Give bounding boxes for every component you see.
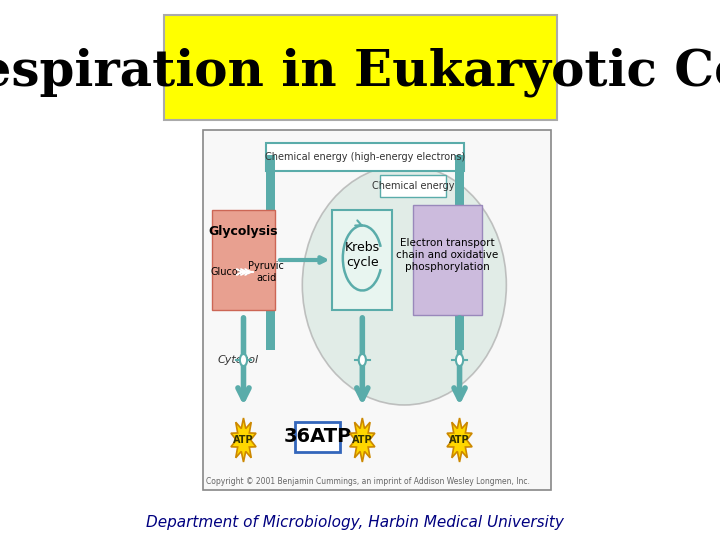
Text: Glucose: Glucose — [211, 267, 250, 277]
Polygon shape — [231, 418, 256, 462]
Text: Electron transport
chain and oxidative
phosphorylation: Electron transport chain and oxidative p… — [397, 238, 499, 272]
Text: ATP: ATP — [449, 435, 470, 445]
Text: Cytosol: Cytosol — [217, 355, 258, 365]
Polygon shape — [447, 418, 472, 462]
Text: Copyright © 2001 Benjamin Cummings, an imprint of Addison Wesley Longmen, Inc.: Copyright © 2001 Benjamin Cummings, an i… — [206, 477, 530, 487]
Text: Department of Microbiology, Harbin Medical University: Department of Microbiology, Harbin Medic… — [145, 515, 563, 530]
Circle shape — [456, 354, 463, 366]
Text: Respiration in Eukaryotic Cell: Respiration in Eukaryotic Cell — [0, 47, 720, 97]
Text: Chemical energy (high-energy electrons): Chemical energy (high-energy electrons) — [265, 152, 465, 162]
FancyBboxPatch shape — [203, 130, 552, 490]
Ellipse shape — [302, 165, 506, 405]
FancyBboxPatch shape — [413, 205, 482, 315]
FancyBboxPatch shape — [333, 210, 392, 310]
Circle shape — [240, 354, 247, 366]
FancyBboxPatch shape — [455, 155, 464, 350]
Text: 36ATP: 36ATP — [284, 428, 352, 447]
Polygon shape — [350, 418, 375, 462]
FancyBboxPatch shape — [266, 155, 275, 350]
FancyBboxPatch shape — [295, 422, 340, 452]
Text: ATP: ATP — [233, 435, 254, 445]
Circle shape — [359, 354, 366, 366]
FancyBboxPatch shape — [380, 175, 446, 197]
Text: Pyruvic
acid: Pyruvic acid — [248, 261, 284, 283]
Text: Glycolysis: Glycolysis — [209, 226, 278, 239]
Text: Chemical energy: Chemical energy — [372, 181, 454, 191]
Text: ATP: ATP — [352, 435, 373, 445]
FancyBboxPatch shape — [266, 143, 464, 171]
FancyBboxPatch shape — [212, 210, 275, 310]
FancyBboxPatch shape — [164, 15, 557, 120]
Text: Krebs
cycle: Krebs cycle — [345, 241, 380, 269]
